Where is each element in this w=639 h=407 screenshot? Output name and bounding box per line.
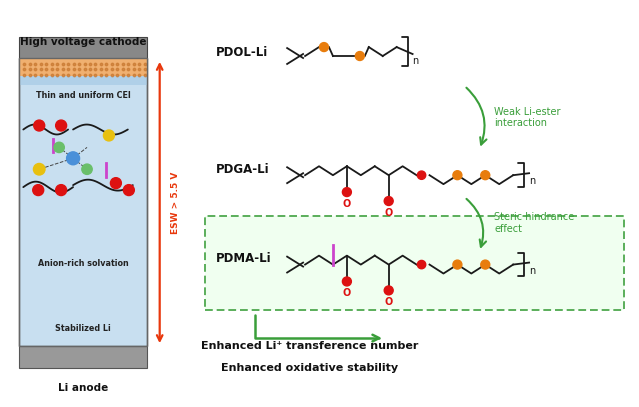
Circle shape bbox=[384, 286, 393, 295]
Bar bbox=[19, 59, 147, 77]
Text: Stabilized Li: Stabilized Li bbox=[55, 324, 111, 333]
Circle shape bbox=[481, 260, 489, 269]
FancyBboxPatch shape bbox=[206, 216, 624, 310]
Circle shape bbox=[34, 120, 45, 131]
Bar bbox=[19, 58, 147, 346]
Text: Steric hindrance
effect: Steric hindrance effect bbox=[494, 212, 574, 234]
Text: ESW > 5.5 V: ESW > 5.5 V bbox=[171, 171, 180, 234]
Text: PDOL-Li: PDOL-Li bbox=[215, 46, 268, 59]
Text: n: n bbox=[529, 265, 535, 276]
Text: PDGA-Li: PDGA-Li bbox=[215, 163, 269, 176]
Circle shape bbox=[82, 164, 92, 175]
Text: Li anode: Li anode bbox=[58, 383, 108, 393]
Circle shape bbox=[384, 197, 393, 206]
Text: O: O bbox=[385, 208, 393, 218]
Circle shape bbox=[54, 142, 65, 153]
Text: Anion-rich solvation: Anion-rich solvation bbox=[38, 259, 128, 268]
Circle shape bbox=[111, 178, 121, 188]
Text: Thin and uniform CEI: Thin and uniform CEI bbox=[36, 91, 130, 100]
Circle shape bbox=[417, 260, 426, 269]
Circle shape bbox=[66, 152, 79, 165]
Circle shape bbox=[123, 185, 134, 195]
Text: Enhanced Li⁺ transference number: Enhanced Li⁺ transference number bbox=[201, 341, 419, 351]
Text: PDMA-Li: PDMA-Li bbox=[215, 252, 271, 265]
Circle shape bbox=[320, 43, 328, 52]
Circle shape bbox=[481, 171, 489, 179]
Bar bbox=[19, 58, 147, 346]
Circle shape bbox=[343, 277, 351, 286]
Text: Enhanced oxidative stability: Enhanced oxidative stability bbox=[222, 363, 399, 373]
Circle shape bbox=[417, 171, 426, 179]
Text: High voltage cathode: High voltage cathode bbox=[20, 37, 146, 47]
Circle shape bbox=[453, 260, 462, 269]
Bar bbox=[19, 346, 147, 368]
Text: O: O bbox=[343, 199, 351, 209]
Circle shape bbox=[343, 188, 351, 197]
Circle shape bbox=[33, 164, 45, 175]
Circle shape bbox=[104, 130, 114, 141]
Circle shape bbox=[453, 171, 462, 179]
Text: O: O bbox=[343, 289, 351, 298]
Text: Weak Li-ester
interaction: Weak Li-ester interaction bbox=[494, 107, 561, 128]
Bar bbox=[19, 37, 147, 59]
Circle shape bbox=[56, 120, 66, 131]
Text: O: O bbox=[385, 298, 393, 307]
Circle shape bbox=[33, 185, 43, 195]
Circle shape bbox=[355, 52, 364, 61]
Text: n: n bbox=[413, 56, 419, 66]
Bar bbox=[19, 76, 147, 85]
Circle shape bbox=[56, 185, 66, 195]
Text: n: n bbox=[529, 176, 535, 186]
